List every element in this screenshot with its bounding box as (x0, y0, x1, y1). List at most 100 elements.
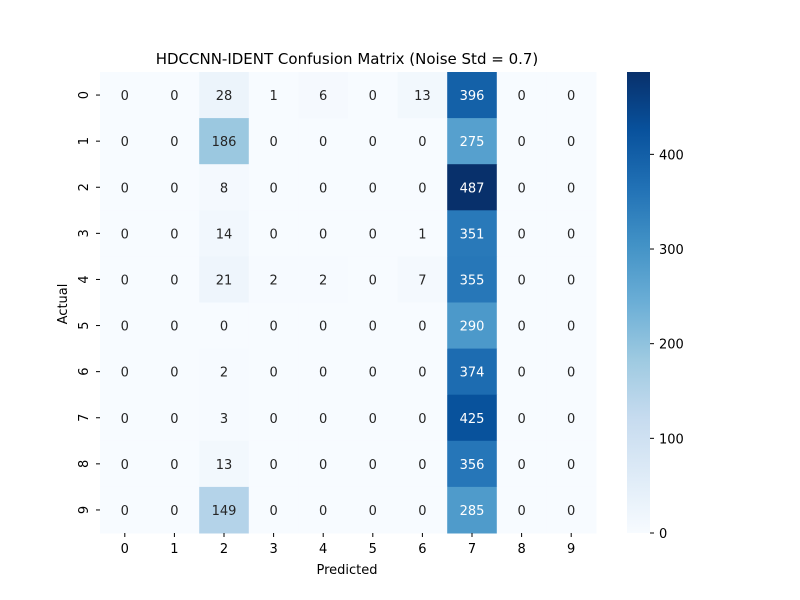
cell-value-label: 0 (418, 135, 426, 150)
x-tick-label: 5 (369, 542, 377, 557)
heatmap-cell (546, 302, 597, 350)
cell-value-label: 8 (220, 181, 228, 196)
cell-value-label: 0 (369, 412, 377, 427)
cell-value-label: 0 (517, 366, 525, 381)
cell-value-label: 0 (369, 273, 377, 288)
heatmap-cell (447, 486, 498, 534)
heatmap-cell (348, 440, 399, 488)
heatmap-cell (348, 348, 399, 396)
cell-value-label: 0 (319, 412, 327, 427)
heatmap-cell (149, 118, 200, 165)
cell-value-label: 0 (170, 273, 178, 288)
heatmap-cell (199, 348, 250, 396)
x-tick-label: 8 (517, 542, 525, 557)
cell-value-label: 0 (369, 504, 377, 519)
heatmap-cell (100, 302, 151, 350)
heatmap-cell (397, 72, 448, 119)
heatmap-cell (496, 256, 547, 303)
heatmap-cell (149, 348, 200, 396)
heatmap-cell (546, 348, 597, 396)
cell-value-label: 0 (567, 366, 575, 381)
heatmap-cell (496, 440, 547, 488)
colorbar-tick-label: 400 (659, 148, 684, 163)
heatmap-cell (149, 164, 200, 211)
cell-value-label: 0 (170, 504, 178, 519)
x-axis-label: Predicted (316, 563, 377, 578)
cell-value-label: 0 (517, 89, 525, 104)
cell-value-label: 0 (567, 412, 575, 427)
heatmap-cell (348, 118, 399, 165)
cell-value-label: 0 (269, 504, 277, 519)
heatmap-cell (199, 440, 250, 488)
cell-value-label: 285 (460, 504, 485, 519)
x-tick-label: 0 (121, 542, 129, 557)
cell-value-label: 1 (269, 89, 277, 104)
cell-value-label: 186 (212, 135, 237, 150)
heatmap-cell (447, 72, 498, 119)
cell-value-label: 0 (269, 458, 277, 473)
heatmap-cell (298, 348, 349, 396)
heatmap-cell (298, 164, 349, 211)
heatmap-cell (298, 302, 349, 350)
y-tick-label: 5 (77, 321, 92, 329)
heatmap-cell (348, 256, 399, 303)
cell-value-label: 0 (517, 135, 525, 150)
heatmap-cell (546, 72, 597, 119)
heatmap-cell (199, 256, 250, 303)
cell-value-label: 149 (212, 504, 237, 519)
chart-title: HDCCNN-IDENT Confusion Matrix (Noise Std… (156, 50, 539, 68)
heatmap-cell (248, 118, 299, 165)
cell-value-label: 0 (269, 227, 277, 242)
cell-value-label: 2 (220, 366, 228, 381)
cell-value-label: 0 (369, 366, 377, 381)
heatmap-cell (298, 394, 349, 442)
colorbar-tick-label: 100 (659, 432, 684, 447)
cell-value-label: 0 (567, 273, 575, 288)
cell-value-label: 2 (319, 273, 327, 288)
heatmap-cell (447, 394, 498, 442)
cell-value-label: 396 (460, 89, 485, 104)
cell-value-label: 6 (319, 89, 327, 104)
cell-value-label: 0 (418, 366, 426, 381)
heatmap-cell (546, 210, 597, 257)
colorbar-tick-label: 0 (659, 527, 667, 542)
heatmap-cell (397, 302, 448, 350)
x-tick-label: 2 (220, 542, 228, 557)
heatmap-cell (447, 210, 498, 257)
heatmap-cell (496, 118, 547, 165)
cell-value-label: 0 (418, 504, 426, 519)
heatmap-cell (199, 302, 250, 350)
cell-value-label: 374 (460, 366, 485, 381)
cell-value-label: 0 (269, 320, 277, 335)
cell-value-label: 275 (460, 135, 485, 150)
cell-value-label: 290 (460, 320, 485, 335)
heatmap-cell (199, 210, 250, 257)
cell-value-label: 0 (170, 320, 178, 335)
cell-value-label: 0 (269, 412, 277, 427)
heatmap-cell (199, 164, 250, 211)
heatmap-cell (199, 394, 250, 442)
heatmap-cell (149, 440, 200, 488)
heatmap-cell (149, 72, 200, 119)
y-tick-label: 7 (77, 414, 92, 422)
heatmap-cell (248, 164, 299, 211)
heatmap-cell (496, 302, 547, 350)
heatmap-cell (199, 72, 250, 119)
cell-value-label: 0 (170, 366, 178, 381)
heatmap-cell (100, 118, 151, 165)
heatmap-cell (248, 440, 299, 488)
cell-value-label: 1 (418, 227, 426, 242)
x-tick-label: 7 (468, 542, 476, 557)
heatmap-cell (149, 486, 200, 534)
cell-value-label: 0 (121, 135, 129, 150)
heatmap-cell (298, 256, 349, 303)
cell-value-label: 0 (517, 320, 525, 335)
heatmap-cell (397, 348, 448, 396)
cell-value-label: 0 (170, 458, 178, 473)
cell-value-label: 0 (121, 320, 129, 335)
heatmap-cell (496, 72, 547, 119)
cell-value-label: 351 (460, 227, 485, 242)
heatmap-cell (199, 118, 250, 165)
heatmap-cell (248, 394, 299, 442)
y-tick-label: 9 (77, 506, 92, 514)
